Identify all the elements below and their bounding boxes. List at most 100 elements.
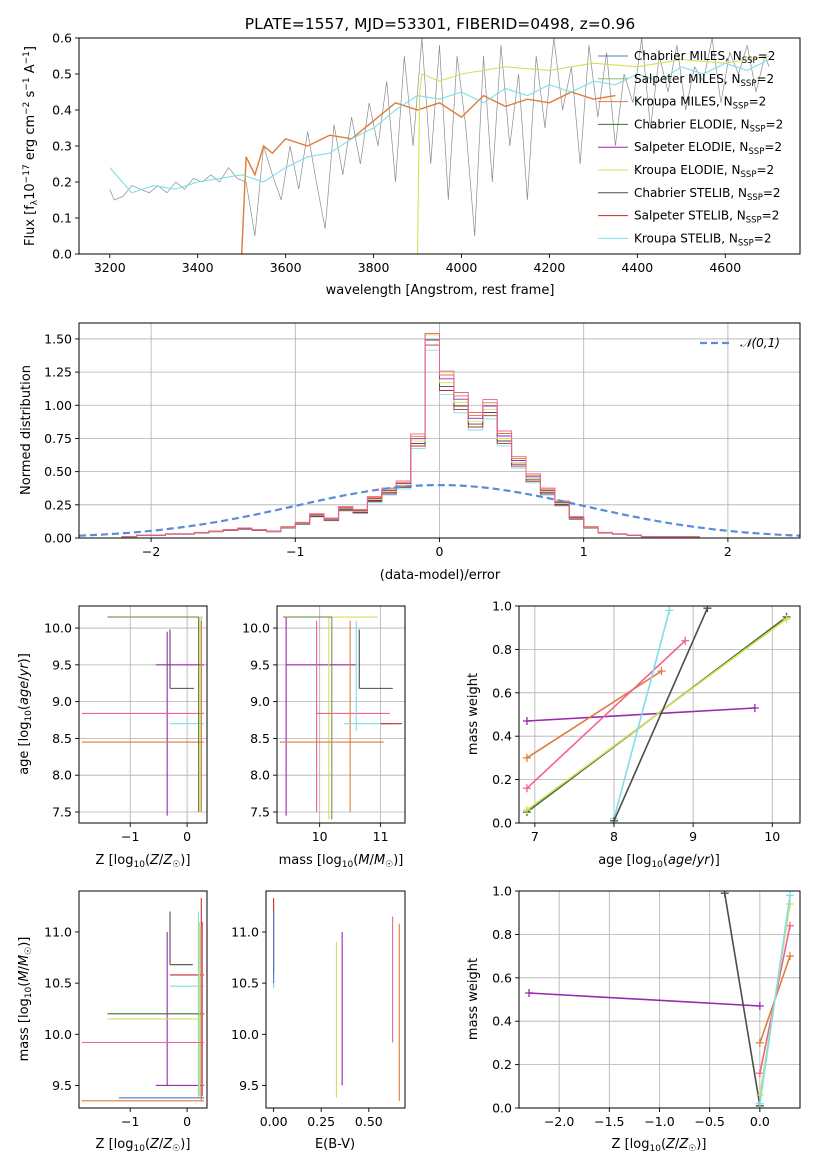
weight-vs-age-segment bbox=[613, 607, 709, 822]
mass_vs_ebv-marks bbox=[273, 898, 400, 1101]
residuals-xtick-label: 2 bbox=[724, 544, 732, 559]
weight-vs-z-segment bbox=[723, 893, 761, 1106]
age-vs-z-ylabel: age [log10(age/yr)] bbox=[17, 653, 34, 775]
mass_vs_Z-ytick-label: 10.5 bbox=[44, 976, 72, 991]
weight_vs_Z-ytick-label: 0.2 bbox=[492, 1057, 512, 1072]
weight-vs-z-panel: −2.0 −1.5 −1.0 −0.5 0.0 0.0 0.2 0.4 0.6 0.8 1.0 Z … bbox=[466, 884, 801, 1154]
weight-vs-age-marker bbox=[657, 667, 666, 676]
age_vs_Z-ytick-label: 7.5 bbox=[52, 804, 72, 819]
age_vs_mass-marks bbox=[280, 616, 402, 820]
residual-xlabel: (data-model)/error bbox=[380, 568, 501, 583]
age_vs_Z-ytick-label: 8.5 bbox=[52, 731, 72, 746]
spectrum-xlabel: wavelength [Angstrom, rest frame] bbox=[326, 283, 555, 298]
age_vs_mass-ytick-label: 8.0 bbox=[250, 768, 270, 783]
weight-vs-age-marker bbox=[522, 784, 531, 793]
age_vs_Z-ytick-label: 10.0 bbox=[44, 621, 72, 636]
weight-vs-age-panel: 7 8 9 10 0.0 0.2 0.4 0.6 0.8 1.0 age [log10(age/y… bbox=[466, 599, 801, 870]
weight_vs_Z-ytick-label: 0.0 bbox=[492, 1101, 512, 1116]
weight-vs-age-marker bbox=[522, 753, 531, 762]
age_vs_Z-xtick-label: −1 bbox=[121, 829, 139, 844]
weight_vs_Z-marks bbox=[525, 891, 794, 1108]
spectrum-xtick-label: 3600 bbox=[270, 260, 302, 275]
weight-vs-age-marker bbox=[609, 816, 618, 823]
weight_vs_Z-xtick-label: −0.5 bbox=[694, 1114, 724, 1129]
spectrum-ylabel: Flux [fλ10−17 erg cm−2 s−1 A−1] bbox=[22, 46, 40, 246]
weight-vs-age-marker bbox=[681, 636, 690, 645]
residuals-ytick-label: 0.25 bbox=[44, 497, 72, 512]
gaussian-curve bbox=[79, 484, 800, 537]
mass-vs-ebv-xlabel: E(B-V) bbox=[315, 1137, 355, 1152]
residuals-ytick-label: 1.00 bbox=[44, 398, 72, 413]
legend-entry: Chabrier ELODIE, NSSP=2 bbox=[634, 117, 783, 134]
mass_vs_Z-ytick-label: 10.0 bbox=[44, 1027, 72, 1042]
weight_vs_age-ytick-label: 0.0 bbox=[492, 816, 512, 831]
mass-vs-ebv-panel: 0.00 0.25 0.50 9.5 10.0 10.5 11.0 E(B-V) bbox=[231, 890, 406, 1152]
age_vs_Z-marks bbox=[81, 616, 205, 816]
weight-vs-z-marker bbox=[785, 952, 794, 961]
residual-ylabel: Normed distribution bbox=[19, 365, 34, 495]
spectrum-ytick-label: 0.4 bbox=[52, 103, 72, 118]
weight-vs-age-segment bbox=[613, 610, 671, 819]
weight-vs-z-marker bbox=[755, 1099, 764, 1108]
spectrum-xtick-label: 3200 bbox=[94, 260, 126, 275]
weight_vs_age-xtick-label: 10 bbox=[764, 829, 780, 844]
weight_vs_age-xtick-label: 8 bbox=[610, 829, 618, 844]
age_vs_Z-ytick-label: 9.5 bbox=[52, 657, 72, 672]
age_vs_mass-ytick-label: 7.5 bbox=[250, 804, 270, 819]
weight_vs_Z-xtick-label: −1.5 bbox=[594, 1114, 624, 1129]
mass-vs-z-xlabel: Z [log10(Z/Z☉)] bbox=[96, 1137, 191, 1154]
weight-vs-z-marker bbox=[785, 900, 794, 909]
age_vs_Z-ytick-label: 9.0 bbox=[52, 694, 72, 709]
weight_vs_age-ytick-label: 0.2 bbox=[492, 772, 512, 787]
spectrum-xtick-label: 4200 bbox=[534, 260, 566, 275]
residuals-ytick-label: 0.75 bbox=[44, 431, 72, 446]
spectrum-marks bbox=[109, 38, 770, 254]
spectrum-data-line bbox=[109, 38, 770, 237]
spectrum-xtick-label: 4000 bbox=[446, 260, 478, 275]
residuals-ytick-label: 0.50 bbox=[44, 464, 72, 479]
weight-vs-age-marker bbox=[782, 615, 791, 624]
spectrum-xtick-label: 4600 bbox=[709, 260, 741, 275]
weight-vs-age-ylabel: mass weight bbox=[466, 673, 481, 755]
weight-vs-z-marker bbox=[755, 1090, 764, 1099]
weight-vs-age-marker bbox=[522, 805, 531, 814]
age_vs_mass-ytick-label: 9.5 bbox=[250, 657, 270, 672]
legend-entry: Salpeter ELODIE, NSSP=2 bbox=[634, 140, 782, 157]
legend-entry: Kroupa ELODIE, NSSP=2 bbox=[634, 163, 774, 180]
figure-title: PLATE=1557, MJD=53301, FIBERID=0498, z=0… bbox=[245, 15, 635, 33]
weight-vs-z-marker bbox=[755, 1038, 764, 1047]
residual-legend: 𝒩(0,1) bbox=[700, 336, 780, 350]
mass_vs_Z-ytick-label: 9.5 bbox=[52, 1078, 72, 1093]
weight-vs-age-xlabel: age [log10(age/yr)] bbox=[598, 853, 720, 870]
residuals-xtick-label: 1 bbox=[580, 544, 588, 559]
weight-vs-z-xlabel: Z [log10(Z/Z☉)] bbox=[612, 1137, 707, 1154]
weight_vs_age-ytick-label: 0.8 bbox=[492, 642, 512, 657]
weight_vs_Z-ytick-label: 0.4 bbox=[492, 1014, 512, 1029]
spectrum-model-line bbox=[416, 55, 770, 254]
weight_vs_Z-ytick-label: 0.8 bbox=[492, 927, 512, 942]
age_vs_mass-xtick-label: 11 bbox=[373, 829, 389, 844]
spectrum-model-line bbox=[241, 91, 616, 254]
mass_vs_Z-xtick-label: −1 bbox=[121, 1114, 139, 1129]
residual-panel: −2 −1 0 1 2 0.00 0.25 0.50 0.75 1.00 1.25 1.50 (dat… bbox=[19, 322, 801, 583]
age_vs_Z-ytick-label: 8.0 bbox=[52, 768, 72, 783]
residuals-ytick-label: 1.25 bbox=[44, 365, 72, 380]
weight-vs-z-segment bbox=[759, 895, 791, 1104]
weight-vs-z-marker bbox=[720, 891, 729, 898]
spectrum-model-line bbox=[109, 59, 770, 194]
legend-entry: 𝒩(0,1) bbox=[740, 336, 780, 350]
weight-vs-z-marker bbox=[755, 1002, 764, 1011]
weight-vs-age-marker bbox=[665, 606, 674, 615]
weight-vs-z-segment bbox=[528, 992, 760, 1007]
weight_vs_age-xtick-label: 7 bbox=[531, 829, 539, 844]
mass_vs_ebv-ytick-label: 10.0 bbox=[231, 1027, 259, 1042]
weight-vs-age-marker bbox=[703, 606, 712, 613]
mass_vs_ebv-ytick-label: 11.0 bbox=[231, 924, 259, 939]
weight_vs_age-ytick-label: 0.6 bbox=[492, 685, 512, 700]
mass-vs-z-panel: −1 0 9.5 10.0 10.5 11.0 Z [log10(Z/Z☉)] mass … bbox=[17, 890, 208, 1154]
spectrum-xtick-label: 4400 bbox=[621, 260, 653, 275]
age-vs-mass-panel: 10 11 7.5 8.0 8.5 9.0 9.5 10.0 mass [log10(M/M☉… bbox=[242, 605, 406, 870]
residuals-ytick-label: 1.50 bbox=[44, 331, 72, 346]
weight_vs_age-ytick-label: 1.0 bbox=[492, 599, 512, 614]
